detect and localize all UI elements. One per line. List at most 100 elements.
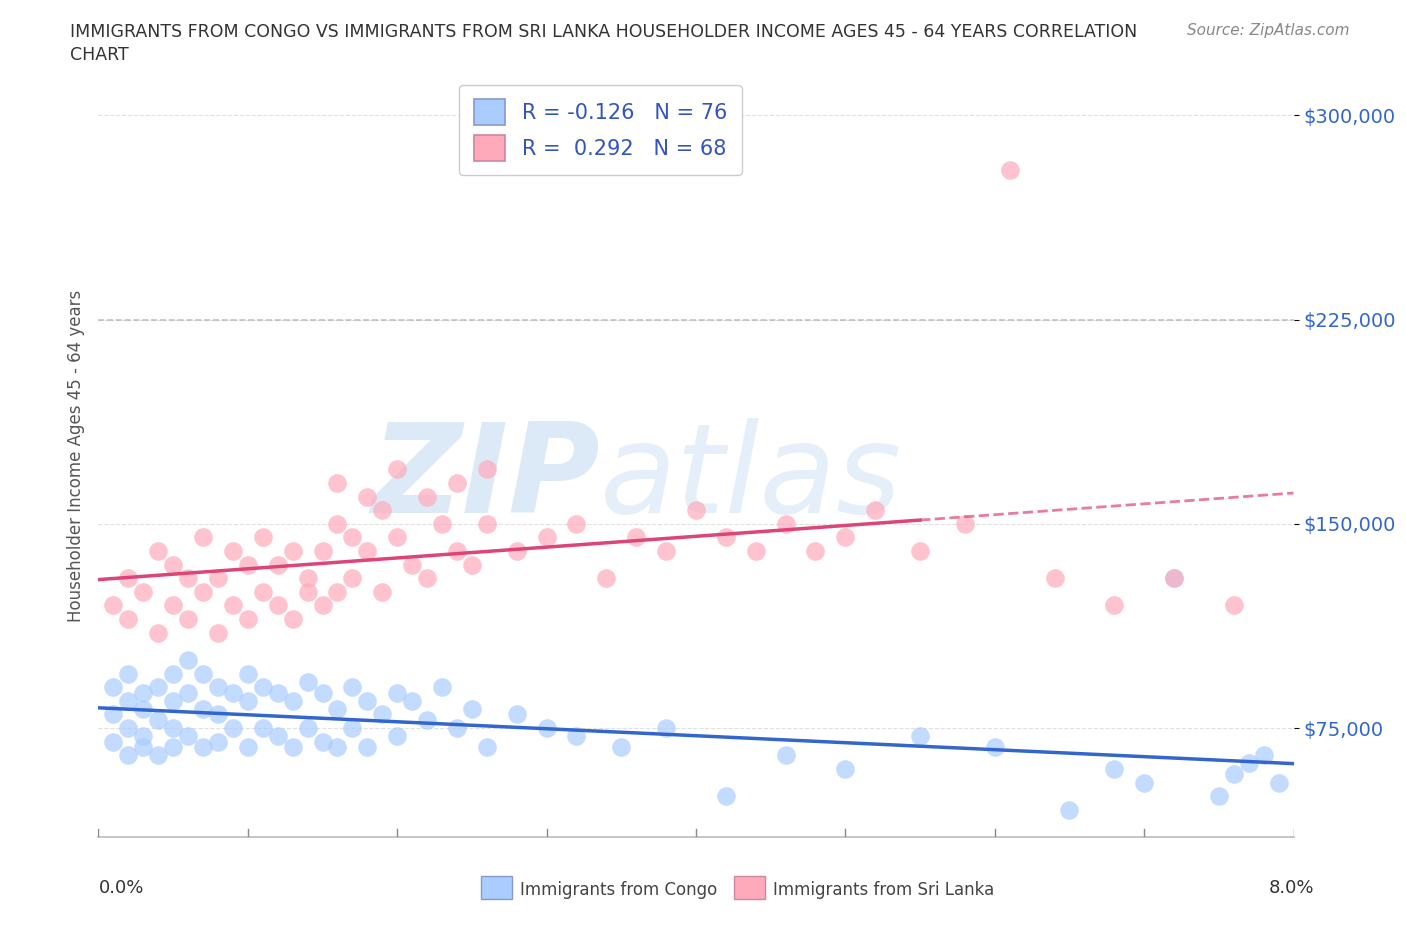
Point bbox=[342, 680, 364, 695]
Point bbox=[385, 685, 409, 700]
Point bbox=[103, 707, 125, 722]
Point bbox=[222, 543, 245, 558]
Point bbox=[267, 685, 290, 700]
Point bbox=[281, 739, 304, 754]
Point bbox=[281, 543, 304, 558]
Point bbox=[297, 721, 319, 736]
Point bbox=[506, 707, 529, 722]
Point bbox=[103, 598, 125, 613]
Point bbox=[865, 503, 887, 518]
Text: Immigrants from Sri Lanka: Immigrants from Sri Lanka bbox=[773, 881, 994, 899]
Point bbox=[191, 666, 214, 681]
Point bbox=[356, 543, 378, 558]
Point bbox=[998, 163, 1021, 178]
Point bbox=[177, 653, 200, 668]
Text: IMMIGRANTS FROM CONGO VS IMMIGRANTS FROM SRI LANKA HOUSEHOLDER INCOME AGES 45 - : IMMIGRANTS FROM CONGO VS IMMIGRANTS FROM… bbox=[70, 23, 1137, 41]
Point bbox=[1133, 775, 1156, 790]
Point bbox=[775, 748, 797, 763]
Text: Immigrants from Congo: Immigrants from Congo bbox=[520, 881, 717, 899]
Point bbox=[162, 739, 184, 754]
Point bbox=[446, 475, 468, 490]
Point bbox=[565, 516, 588, 531]
Point bbox=[162, 557, 184, 572]
Point bbox=[162, 598, 184, 613]
Point bbox=[326, 584, 349, 599]
Point bbox=[385, 530, 409, 545]
Point bbox=[1253, 748, 1275, 763]
Point bbox=[371, 707, 394, 722]
Point bbox=[281, 694, 304, 709]
Point bbox=[162, 721, 184, 736]
Point bbox=[117, 748, 139, 763]
Point bbox=[191, 701, 214, 716]
Point bbox=[162, 694, 184, 709]
Point bbox=[430, 516, 453, 531]
Point bbox=[371, 503, 394, 518]
Point bbox=[207, 680, 229, 695]
Point bbox=[984, 739, 1007, 754]
Point bbox=[953, 516, 976, 531]
Point bbox=[191, 584, 214, 599]
Point bbox=[475, 462, 498, 477]
Point bbox=[1104, 762, 1126, 777]
Point bbox=[207, 571, 229, 586]
Point bbox=[655, 721, 678, 736]
Point bbox=[103, 735, 125, 750]
Y-axis label: Householder Income Ages 45 - 64 years: Householder Income Ages 45 - 64 years bbox=[66, 289, 84, 622]
Point bbox=[908, 729, 931, 744]
Point bbox=[267, 598, 290, 613]
Point bbox=[207, 625, 229, 640]
Point bbox=[804, 543, 827, 558]
Point bbox=[148, 625, 170, 640]
Point bbox=[626, 530, 648, 545]
Point bbox=[177, 729, 200, 744]
Point bbox=[401, 694, 423, 709]
Point bbox=[1104, 598, 1126, 613]
Point bbox=[236, 739, 259, 754]
Point bbox=[610, 739, 633, 754]
Point bbox=[475, 516, 498, 531]
Text: atlas: atlas bbox=[600, 418, 903, 539]
Point bbox=[297, 571, 319, 586]
Point bbox=[416, 712, 439, 727]
Text: 0.0%: 0.0% bbox=[98, 879, 143, 897]
Point bbox=[252, 530, 274, 545]
Point bbox=[117, 694, 139, 709]
Point bbox=[685, 503, 707, 518]
Point bbox=[655, 543, 678, 558]
Point bbox=[297, 584, 319, 599]
Point bbox=[281, 612, 304, 627]
Point bbox=[416, 489, 439, 504]
Point bbox=[356, 489, 378, 504]
Point bbox=[506, 543, 529, 558]
Point bbox=[416, 571, 439, 586]
Point bbox=[236, 666, 259, 681]
Point bbox=[1163, 571, 1185, 586]
Point bbox=[714, 530, 737, 545]
Point bbox=[1043, 571, 1066, 586]
Point bbox=[446, 543, 468, 558]
Point bbox=[267, 557, 290, 572]
Point bbox=[252, 584, 274, 599]
Text: ZIP: ZIP bbox=[371, 418, 600, 539]
Point bbox=[311, 598, 333, 613]
Point bbox=[252, 680, 274, 695]
Point bbox=[311, 735, 333, 750]
Point bbox=[342, 530, 364, 545]
Point bbox=[236, 557, 259, 572]
Point bbox=[595, 571, 617, 586]
Point bbox=[461, 557, 484, 572]
Point bbox=[222, 598, 245, 613]
Point bbox=[1267, 775, 1289, 790]
Point bbox=[117, 721, 139, 736]
Point bbox=[132, 739, 155, 754]
Point bbox=[342, 571, 364, 586]
Point bbox=[356, 739, 378, 754]
Point bbox=[177, 571, 200, 586]
Point bbox=[148, 680, 170, 695]
Point bbox=[297, 674, 319, 689]
Point bbox=[117, 666, 139, 681]
Point bbox=[177, 612, 200, 627]
Point bbox=[385, 729, 409, 744]
Point bbox=[356, 694, 378, 709]
